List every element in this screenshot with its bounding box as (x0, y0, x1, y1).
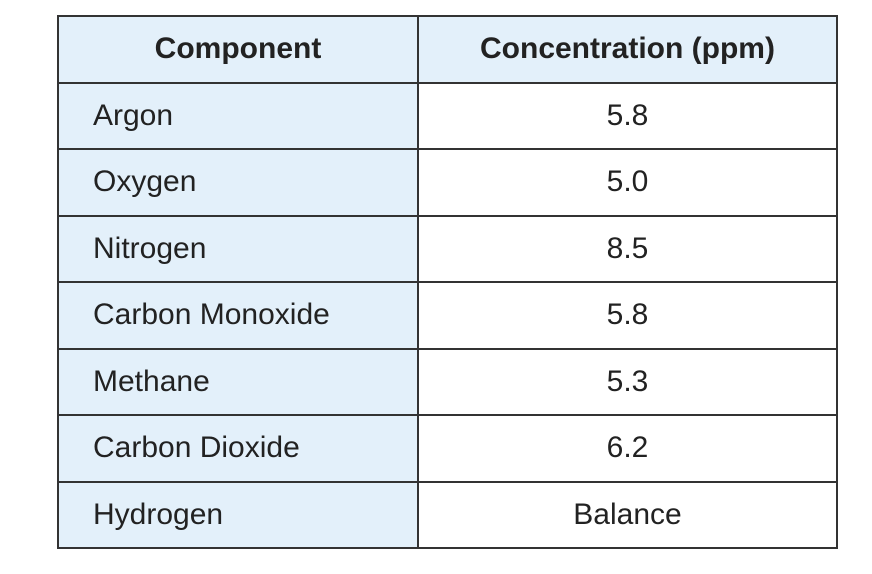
concentration-cell: 8.5 (417, 214, 838, 283)
concentration-cell: 5.3 (417, 347, 838, 416)
data-table: Component Concentration (ppm) Argon 5.8 Ox… (57, 15, 838, 549)
component-cell: Methane (57, 347, 419, 416)
concentration-cell: 5.8 (417, 81, 838, 150)
table-header: Component Concentration (ppm) (57, 15, 838, 84)
header-row: Component Concentration (ppm) (57, 15, 838, 84)
component-cell: Carbon Dioxide (57, 414, 419, 483)
component-cell: Hydrogen (57, 480, 419, 549)
component-cell: Argon (57, 81, 419, 150)
concentration-cell: 5.8 (417, 281, 838, 350)
concentration-cell: 6.2 (417, 414, 838, 483)
header-cell: Component (57, 15, 419, 84)
concentration-cell: Balance (417, 480, 838, 549)
component-cell: Carbon Monoxide (57, 281, 419, 350)
table-row: Carbon Monoxide 5.8 (57, 281, 838, 350)
concentration-cell: 5.0 (417, 148, 838, 217)
table-row: Hydrogen Balance (57, 480, 838, 549)
component-cell: Nitrogen (57, 214, 419, 283)
table-row: Nitrogen 8.5 (57, 214, 838, 283)
component-cell: Oxygen (57, 148, 419, 217)
table-row: Oxygen 5.0 (57, 148, 838, 217)
table-row: Carbon Dioxide 6.2 (57, 414, 838, 483)
table-row: Argon 5.8 (57, 81, 838, 150)
header-cell: Concentration (ppm) (417, 15, 838, 84)
table-row: Methane 5.3 (57, 347, 838, 416)
table-body: Argon 5.8 Oxygen 5.0 Nitrogen 8.5 Carbon Monox… (57, 81, 838, 549)
